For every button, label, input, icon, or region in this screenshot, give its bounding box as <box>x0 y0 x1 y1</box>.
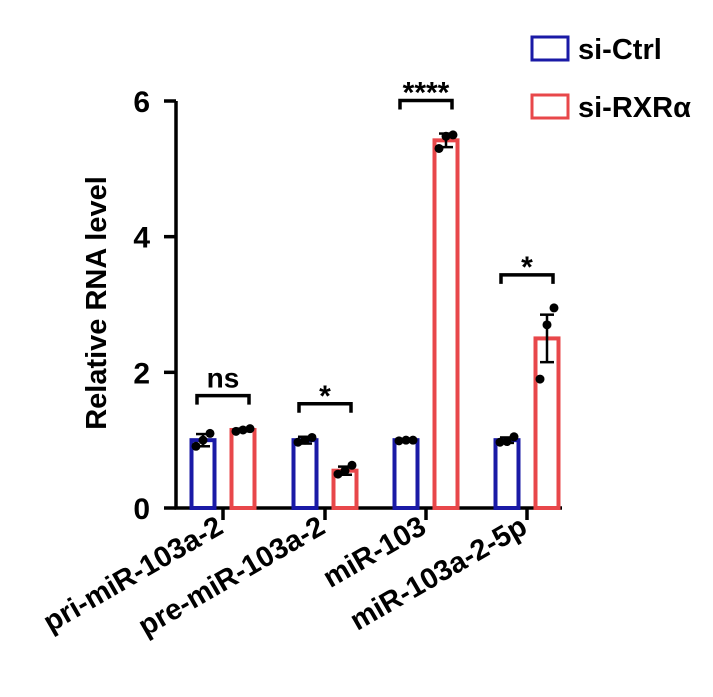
data-point <box>333 469 343 479</box>
legend-swatch <box>530 35 570 62</box>
data-point <box>347 460 357 470</box>
y-tick-label: 4 <box>133 222 150 255</box>
data-point <box>441 131 451 141</box>
data-point <box>198 435 208 445</box>
bars <box>189 130 561 511</box>
data-point <box>549 303 559 313</box>
x-tick-label: pre-miR-103a-2 <box>133 510 330 642</box>
data-point <box>340 466 350 476</box>
data-point <box>205 428 215 438</box>
data-point <box>502 437 512 447</box>
data-point <box>307 432 317 442</box>
legend-label: si-RXRα <box>578 92 691 124</box>
legend-swatch <box>530 93 570 120</box>
significance-label: * <box>521 251 533 284</box>
significance-bracket <box>195 393 251 405</box>
data-point <box>245 424 255 434</box>
significance-bracket <box>398 98 454 110</box>
data-point <box>542 320 552 330</box>
significance-label: * <box>319 380 331 413</box>
legend: si-Ctrl si-RXRα <box>530 34 691 124</box>
data-point <box>401 435 411 445</box>
significance-label: ns <box>207 363 240 394</box>
data-point <box>300 435 310 445</box>
y-axis-label: Relative RNA level <box>81 176 113 430</box>
significance-bracket <box>297 402 353 413</box>
bar <box>493 438 521 510</box>
data-point <box>495 437 505 447</box>
y-tick-label: 6 <box>133 86 150 119</box>
data-point <box>434 143 444 153</box>
significance-marks: ns****** <box>195 77 555 413</box>
data-point <box>408 435 418 445</box>
data-point <box>238 425 248 435</box>
x-tick-label: pri-miR-103a-2 <box>38 510 228 638</box>
significance-label: **** <box>403 77 450 110</box>
data-point <box>394 436 404 446</box>
y-tick-label: 0 <box>133 493 150 526</box>
data-point <box>191 441 201 451</box>
bar <box>533 336 561 510</box>
x-tick-label: miR-103a-2-5p <box>345 510 533 637</box>
data-point <box>535 374 545 384</box>
bar <box>432 138 460 511</box>
data-point <box>509 432 519 442</box>
axes: 0246pri-miR-103a-2pre-miR-103a-2miR-103m… <box>38 86 562 643</box>
data-point <box>293 437 303 447</box>
significance-bracket <box>499 273 555 284</box>
data-point <box>448 130 458 140</box>
bar <box>392 438 420 510</box>
bar <box>291 438 319 510</box>
bar <box>229 427 257 510</box>
y-tick-label: 2 <box>133 357 150 390</box>
legend-label: si-Ctrl <box>578 34 662 66</box>
data-point <box>231 426 241 436</box>
